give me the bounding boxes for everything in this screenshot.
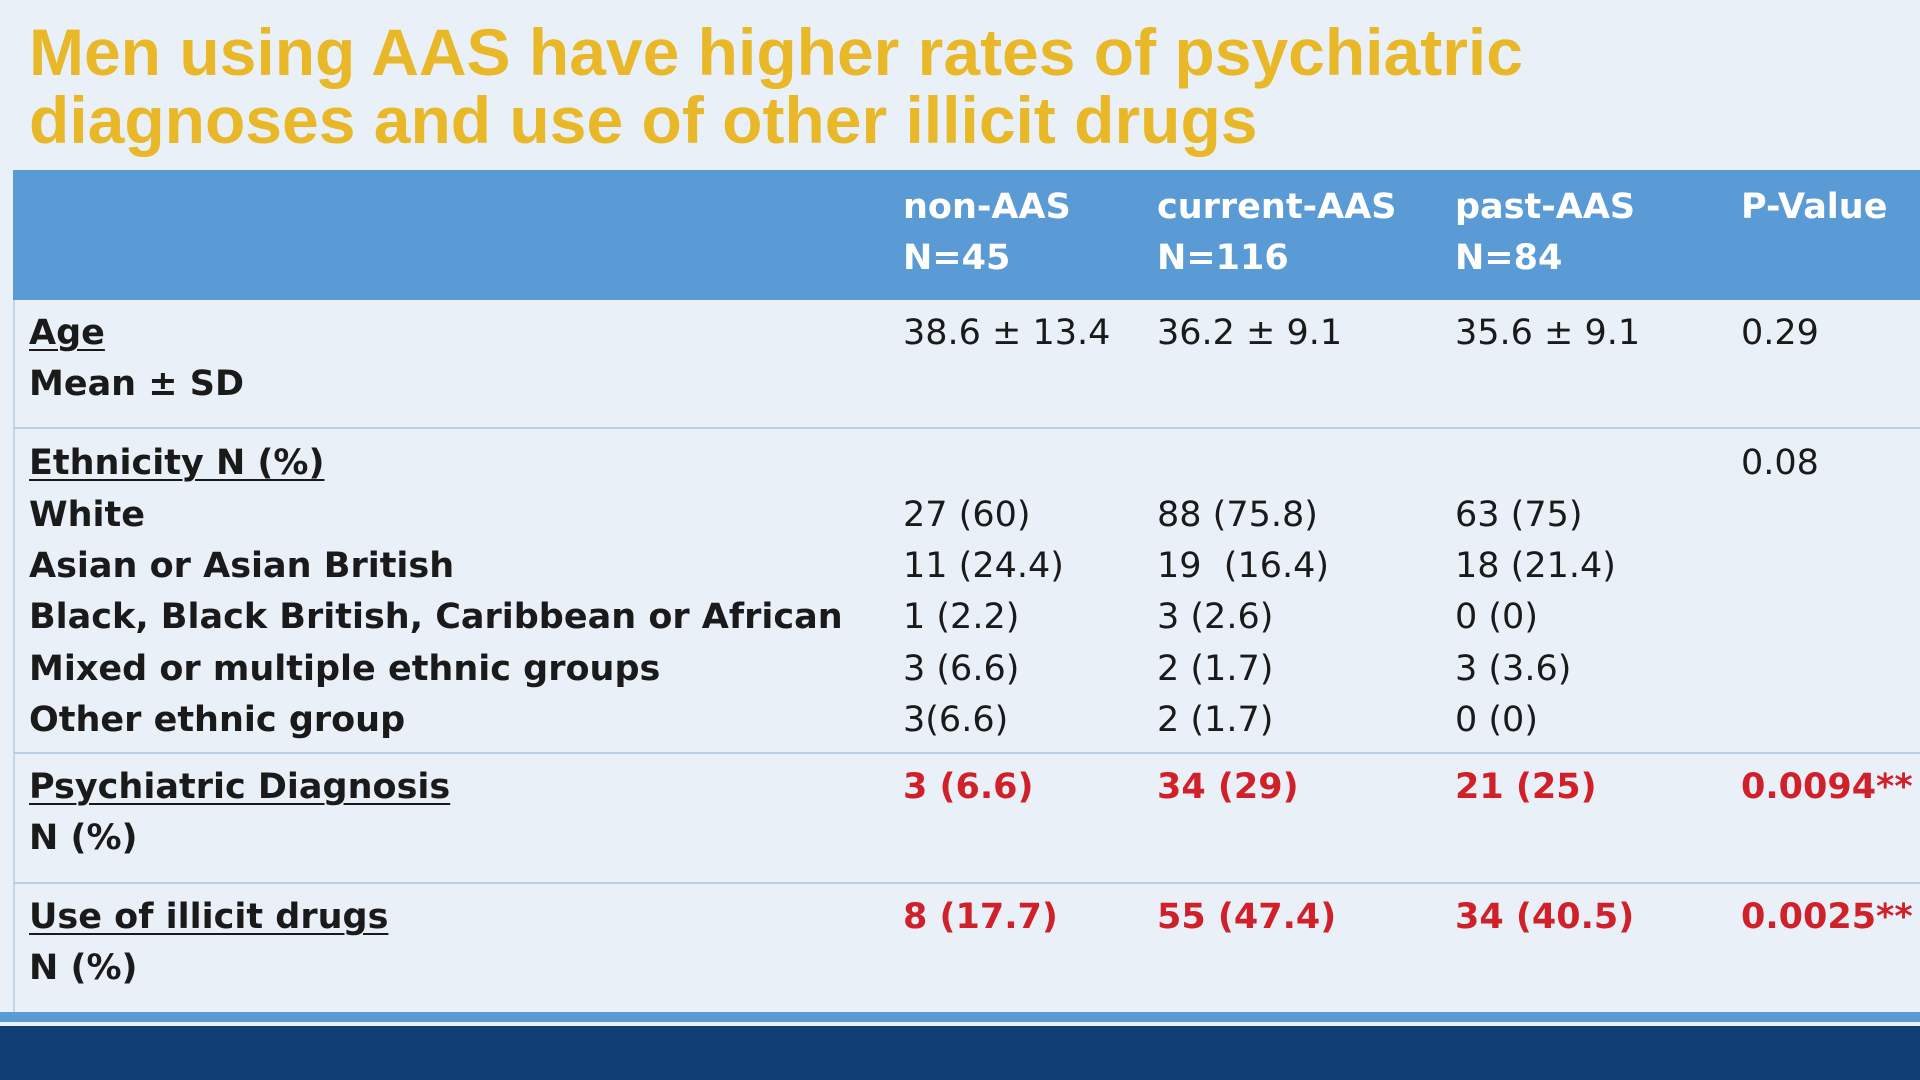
psychiatric-non-aas: 3 (6.6) bbox=[903, 767, 1034, 807]
illicit-sublabel: N (%) bbox=[29, 948, 138, 988]
results-table: non-AAS N=45 current-AAS N=116 past-AAS … bbox=[13, 170, 1920, 1015]
ethnicity-row-label: Asian or Asian British bbox=[29, 546, 455, 586]
header-current-aas-name: current-AAS bbox=[1157, 187, 1397, 227]
psychiatric-p-value: 0.0094** bbox=[1741, 767, 1913, 807]
illicit-label: Use of illicit drugs bbox=[29, 897, 389, 937]
ethnicity-cell: 2 (1.7) bbox=[1157, 649, 1274, 689]
age-current-aas: 36.2 ± 9.1 bbox=[1157, 313, 1343, 353]
header-past-aas: past-AAS N=84 bbox=[1455, 182, 1635, 284]
row-age-label: Age Mean ± SD bbox=[29, 308, 244, 410]
ethnicity-cell: 0 (0) bbox=[1455, 700, 1538, 740]
ethnicity-cell: 27 (60) bbox=[903, 495, 1031, 535]
header-past-aas-name: past-AAS bbox=[1455, 187, 1636, 227]
slide-title: Men using AAS have higher rates of psych… bbox=[29, 18, 1889, 154]
ethnicity-row-label: White bbox=[29, 495, 145, 535]
ethnicity-row-label: Other ethnic group bbox=[29, 700, 406, 740]
illicit-non-aas: 8 (17.7) bbox=[903, 897, 1058, 937]
ethnicity-cell: 19 (16.4) bbox=[1157, 546, 1330, 586]
ethnicity-cell: 88 (75.8) bbox=[1157, 495, 1318, 535]
table-header: non-AAS N=45 current-AAS N=116 past-AAS … bbox=[13, 170, 1920, 300]
slide-footer-bar bbox=[0, 1026, 1920, 1080]
ethnicity-label: Ethnicity N (%) bbox=[29, 443, 325, 483]
header-p-value-name: P-Value bbox=[1741, 187, 1888, 227]
illicit-current-aas: 55 (47.4) bbox=[1157, 897, 1337, 937]
header-current-aas-n: N=116 bbox=[1157, 238, 1289, 278]
ethnicity-cell: 2 (1.7) bbox=[1157, 700, 1274, 740]
ethnicity-cell: 3 (6.6) bbox=[903, 649, 1020, 689]
psychiatric-past-aas: 21 (25) bbox=[1455, 767, 1597, 807]
row-divider bbox=[13, 882, 1920, 884]
slide-title-line-1: Men using AAS have higher rates of psych… bbox=[29, 15, 1523, 89]
row-ethnicity-label: Ethnicity N (%) bbox=[29, 438, 324, 489]
psychiatric-label: Psychiatric Diagnosis bbox=[29, 767, 451, 807]
ethnicity-cell: 3 (2.6) bbox=[1157, 597, 1274, 637]
ethnicity-cell: 63 (75) bbox=[1455, 495, 1583, 535]
age-p-value: 0.29 bbox=[1741, 313, 1819, 353]
table-bottom-band bbox=[0, 1012, 1920, 1022]
ethnicity-cell: 18 (21.4) bbox=[1455, 546, 1616, 586]
header-current-aas: current-AAS N=116 bbox=[1157, 182, 1396, 284]
age-sublabel: Mean ± SD bbox=[29, 364, 245, 404]
table-left-rule bbox=[13, 300, 15, 1016]
age-past-aas: 35.6 ± 9.1 bbox=[1455, 313, 1641, 353]
ethnicity-cell: 0 (0) bbox=[1455, 597, 1538, 637]
header-past-aas-n: N=84 bbox=[1455, 238, 1563, 278]
ethnicity-cell: 11 (24.4) bbox=[903, 546, 1064, 586]
row-illicit-label: Use of illicit drugs N (%) bbox=[29, 892, 388, 994]
age-label: Age bbox=[29, 313, 105, 353]
psychiatric-current-aas: 34 (29) bbox=[1157, 767, 1299, 807]
header-p-value: P-Value bbox=[1741, 182, 1887, 233]
ethnicity-cell: 3 (3.6) bbox=[1455, 649, 1572, 689]
row-divider bbox=[13, 752, 1920, 754]
ethnicity-row-label: Mixed or multiple ethnic groups bbox=[29, 649, 661, 689]
slide-title-line-2: diagnoses and use of other illicit drugs bbox=[29, 83, 1258, 157]
header-non-aas-name: non-AAS bbox=[903, 187, 1071, 227]
row-divider bbox=[13, 427, 1920, 429]
illicit-past-aas: 34 (40.5) bbox=[1455, 897, 1635, 937]
age-non-aas: 38.6 ± 13.4 bbox=[903, 313, 1111, 353]
header-non-aas: non-AAS N=45 bbox=[903, 182, 1071, 284]
ethnicity-p-value: 0.08 bbox=[1741, 443, 1819, 483]
row-psychiatric-label: Psychiatric Diagnosis N (%) bbox=[29, 762, 450, 864]
psychiatric-sublabel: N (%) bbox=[29, 818, 138, 858]
illicit-p-value: 0.0025** bbox=[1741, 897, 1913, 937]
header-non-aas-n: N=45 bbox=[903, 238, 1011, 278]
ethnicity-cell: 1 (2.2) bbox=[903, 597, 1020, 637]
ethnicity-cell: 3(6.6) bbox=[903, 700, 1009, 740]
ethnicity-row-label: Black, Black British, Caribbean or Afric… bbox=[29, 597, 843, 637]
